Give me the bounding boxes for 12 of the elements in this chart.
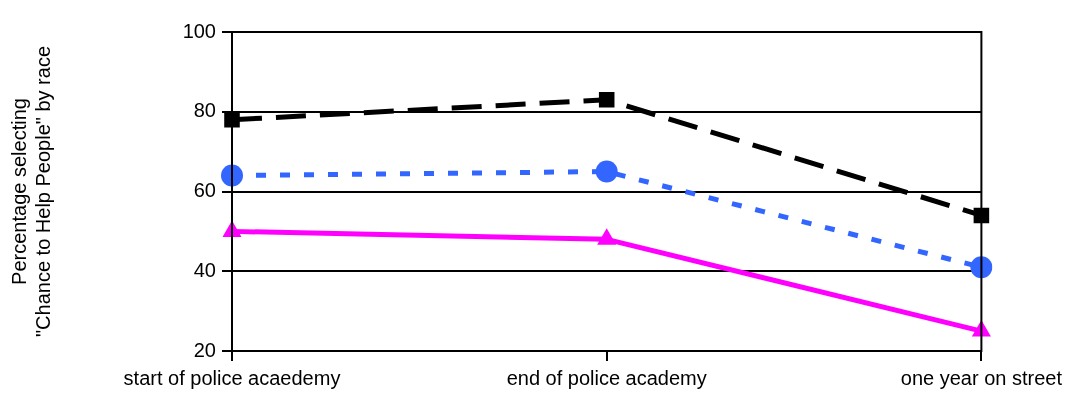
y-tick-label: 60 [193, 179, 216, 202]
x-tick-label: start of police acaedemy [123, 366, 341, 389]
point [595, 160, 618, 183]
y-axis-title: Percentage selecting "Chance to Help People" by race [7, 45, 54, 338]
x-tick-label: end of police academy [506, 366, 707, 389]
x-tick-label: one year on street [900, 366, 1063, 389]
y-tick-label: 40 [193, 258, 216, 281]
y-tick-label: 80 [193, 99, 216, 122]
point [597, 228, 617, 245]
point [598, 92, 615, 108]
y-tick-label: 20 [193, 338, 216, 361]
y-tick-label: 100 [182, 19, 216, 42]
